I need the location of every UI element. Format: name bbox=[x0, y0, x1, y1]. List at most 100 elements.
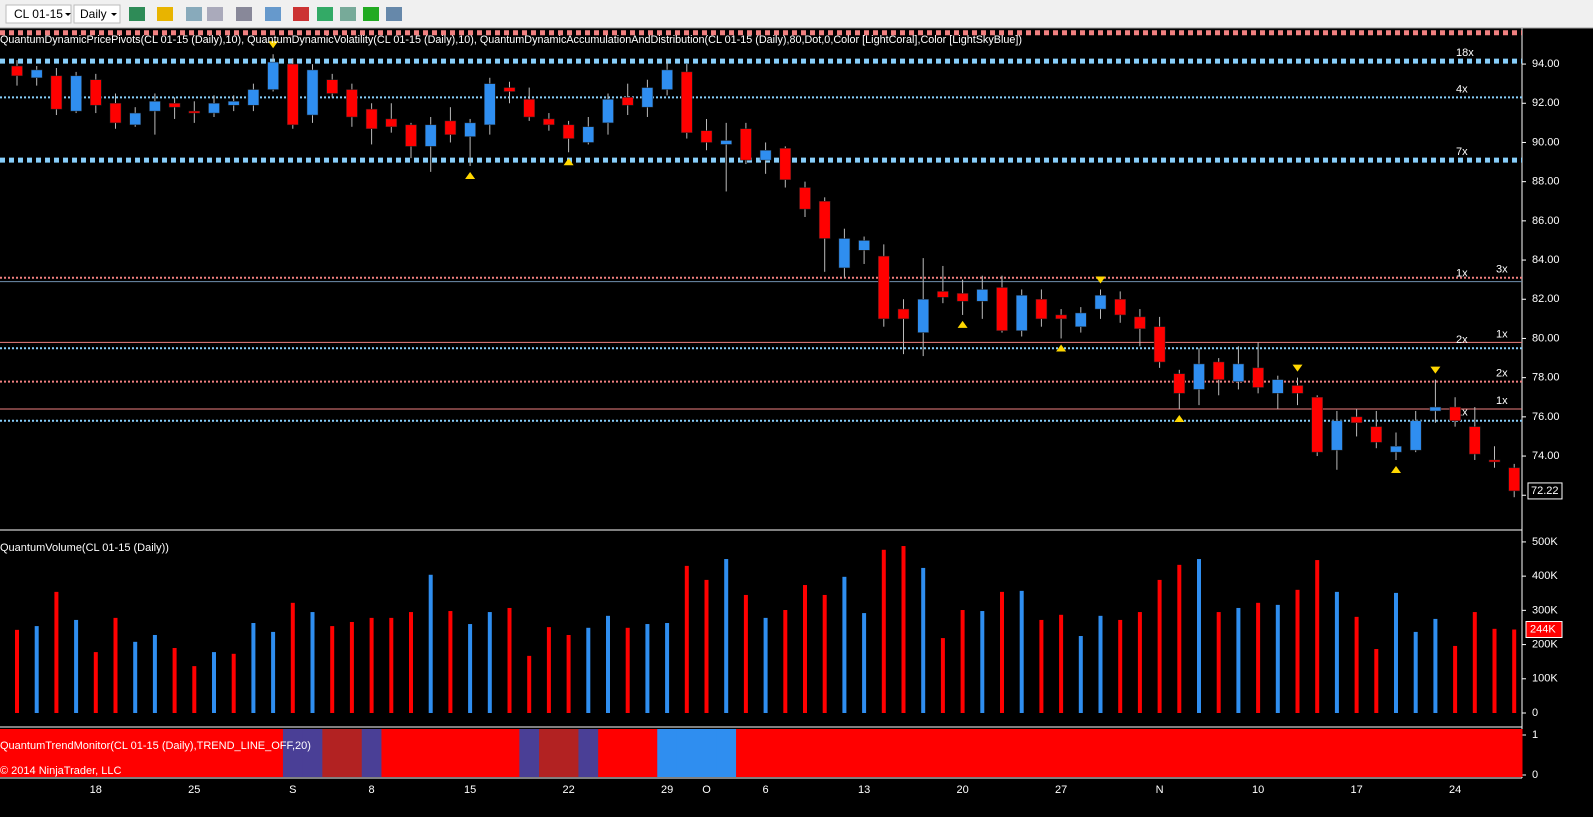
volume-bar bbox=[54, 591, 59, 713]
trend-segment bbox=[0, 729, 28, 777]
trend-segment bbox=[1208, 729, 1230, 777]
candle-body bbox=[188, 110, 201, 114]
volume-bar bbox=[507, 607, 512, 713]
volume-bar bbox=[803, 585, 807, 713]
candle-body bbox=[1055, 314, 1067, 320]
tool-icon[interactable] bbox=[207, 7, 223, 21]
candle-body bbox=[267, 61, 279, 90]
trend-segment bbox=[420, 729, 442, 777]
candle-body bbox=[779, 148, 792, 180]
pivot-label: 2x bbox=[1496, 367, 1508, 379]
tool-icon[interactable] bbox=[186, 7, 202, 21]
volume-bar bbox=[34, 626, 39, 713]
signal-up bbox=[957, 320, 968, 328]
candle-body bbox=[365, 108, 378, 129]
trend-segment bbox=[1346, 729, 1367, 777]
volume-bar bbox=[15, 629, 19, 713]
x-tick-label: 22 bbox=[562, 784, 574, 796]
trend-segment bbox=[1287, 729, 1308, 777]
bars-icon[interactable] bbox=[129, 7, 145, 21]
y-tick-label: 82.00 bbox=[1532, 293, 1560, 305]
candle-body bbox=[1469, 426, 1481, 455]
trend-segment bbox=[1464, 729, 1486, 777]
trend-segment bbox=[1149, 729, 1170, 777]
signal-up bbox=[1174, 415, 1185, 423]
y-tick-label: 100K bbox=[1532, 673, 1558, 685]
candle-body bbox=[1508, 467, 1520, 492]
strategy-icon[interactable] bbox=[317, 7, 333, 21]
volume-bar bbox=[1098, 615, 1103, 713]
trend-segment bbox=[401, 729, 422, 777]
candle-body bbox=[523, 99, 535, 118]
volume-bar bbox=[724, 559, 729, 713]
volume-bar bbox=[1295, 589, 1300, 713]
y-tick-label: 500K bbox=[1532, 536, 1558, 548]
volume-bar bbox=[290, 602, 295, 713]
candle-body bbox=[424, 124, 437, 147]
signal-down bbox=[1430, 366, 1441, 374]
trend-segment bbox=[184, 729, 205, 777]
indicator-icon[interactable] bbox=[293, 7, 309, 21]
interval[interactable]: Daily bbox=[80, 7, 107, 21]
pivot-label: 4x bbox=[1456, 83, 1468, 95]
interval-box[interactable] bbox=[73, 4, 121, 24]
symbol[interactable]: CL 01-15 bbox=[14, 7, 63, 21]
trend-segment bbox=[1267, 729, 1289, 777]
candle-body bbox=[1035, 299, 1048, 320]
trend-segment bbox=[755, 729, 776, 777]
volume-bar bbox=[1413, 631, 1418, 713]
y-tick-label: 1 bbox=[1532, 729, 1538, 741]
dollar-icon[interactable] bbox=[363, 7, 379, 21]
volume-bar bbox=[763, 617, 768, 713]
candle-body bbox=[681, 71, 693, 133]
volume-bar bbox=[1236, 607, 1241, 713]
x-tick-label: 20 bbox=[956, 784, 968, 796]
volume-bar bbox=[606, 615, 610, 713]
candle-body bbox=[700, 130, 713, 143]
volume-bar bbox=[1453, 645, 1458, 713]
y-tick-label: 80.00 bbox=[1532, 332, 1560, 344]
volume-bar bbox=[1433, 618, 1438, 713]
cursor-icon[interactable] bbox=[236, 7, 252, 21]
volume-bar bbox=[349, 621, 354, 713]
y-tick-label: 94.00 bbox=[1532, 58, 1560, 70]
y-tick-label: 90.00 bbox=[1532, 136, 1560, 148]
volume-bar bbox=[566, 634, 571, 713]
chart-icon[interactable] bbox=[340, 7, 356, 21]
trend-segment bbox=[1110, 729, 1131, 777]
candle-body bbox=[897, 308, 910, 320]
trend-segment bbox=[1327, 729, 1348, 777]
draw-icon[interactable] bbox=[157, 7, 173, 21]
candle-body bbox=[1331, 420, 1343, 451]
trend-segment bbox=[282, 729, 304, 777]
trend-segment bbox=[1228, 729, 1249, 777]
trend-segment bbox=[164, 729, 185, 777]
candle-body bbox=[976, 289, 989, 302]
candle-body bbox=[1212, 361, 1225, 380]
candle-body bbox=[444, 120, 457, 135]
volume-bar bbox=[1334, 591, 1339, 713]
candle-body bbox=[346, 89, 358, 118]
symbol-box[interactable] bbox=[5, 4, 72, 24]
candle-body bbox=[720, 140, 732, 145]
volume-bar bbox=[980, 611, 985, 713]
volume-bar bbox=[1059, 614, 1064, 713]
trend-segment bbox=[598, 729, 619, 777]
trend-segment bbox=[1504, 729, 1523, 777]
candle-body bbox=[208, 103, 220, 114]
zoom-icon[interactable] bbox=[265, 7, 281, 21]
x-tick-label: 6 bbox=[763, 784, 769, 796]
candle-body bbox=[1114, 299, 1126, 316]
volume-bar bbox=[1039, 619, 1044, 713]
trend-segment bbox=[972, 729, 993, 777]
properties-icon[interactable] bbox=[386, 7, 402, 21]
trend-segment bbox=[519, 729, 540, 777]
candle-body bbox=[70, 75, 82, 112]
candle-body bbox=[996, 287, 1008, 331]
volume-bar bbox=[428, 574, 433, 713]
trend-segment bbox=[1051, 729, 1072, 777]
trend-segment bbox=[243, 729, 264, 777]
trend-segment bbox=[795, 729, 816, 777]
trend-segment bbox=[716, 729, 737, 777]
